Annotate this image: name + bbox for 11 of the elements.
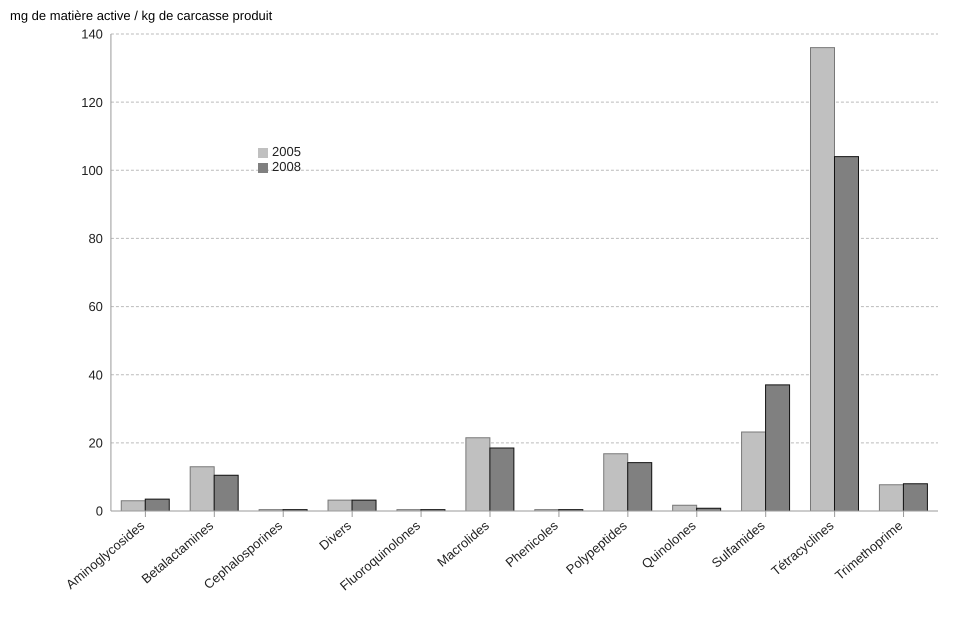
y-tick-label: 120 (81, 94, 103, 110)
legend-label: 2005 (272, 144, 301, 159)
y-tick-label: 140 (81, 26, 103, 42)
y-tick-label: 80 (88, 231, 103, 246)
legend-label: 2008 (272, 159, 301, 174)
y-axis-title: mg de matière active / kg de carcasse produit (10, 8, 274, 25)
y-tick-label: 0 (96, 504, 103, 519)
y-tick-label: 100 (81, 162, 103, 178)
y-tick-label: 40 (88, 367, 103, 382)
y-tick-label: 60 (88, 299, 103, 314)
y-tick-label: 20 (88, 435, 103, 450)
